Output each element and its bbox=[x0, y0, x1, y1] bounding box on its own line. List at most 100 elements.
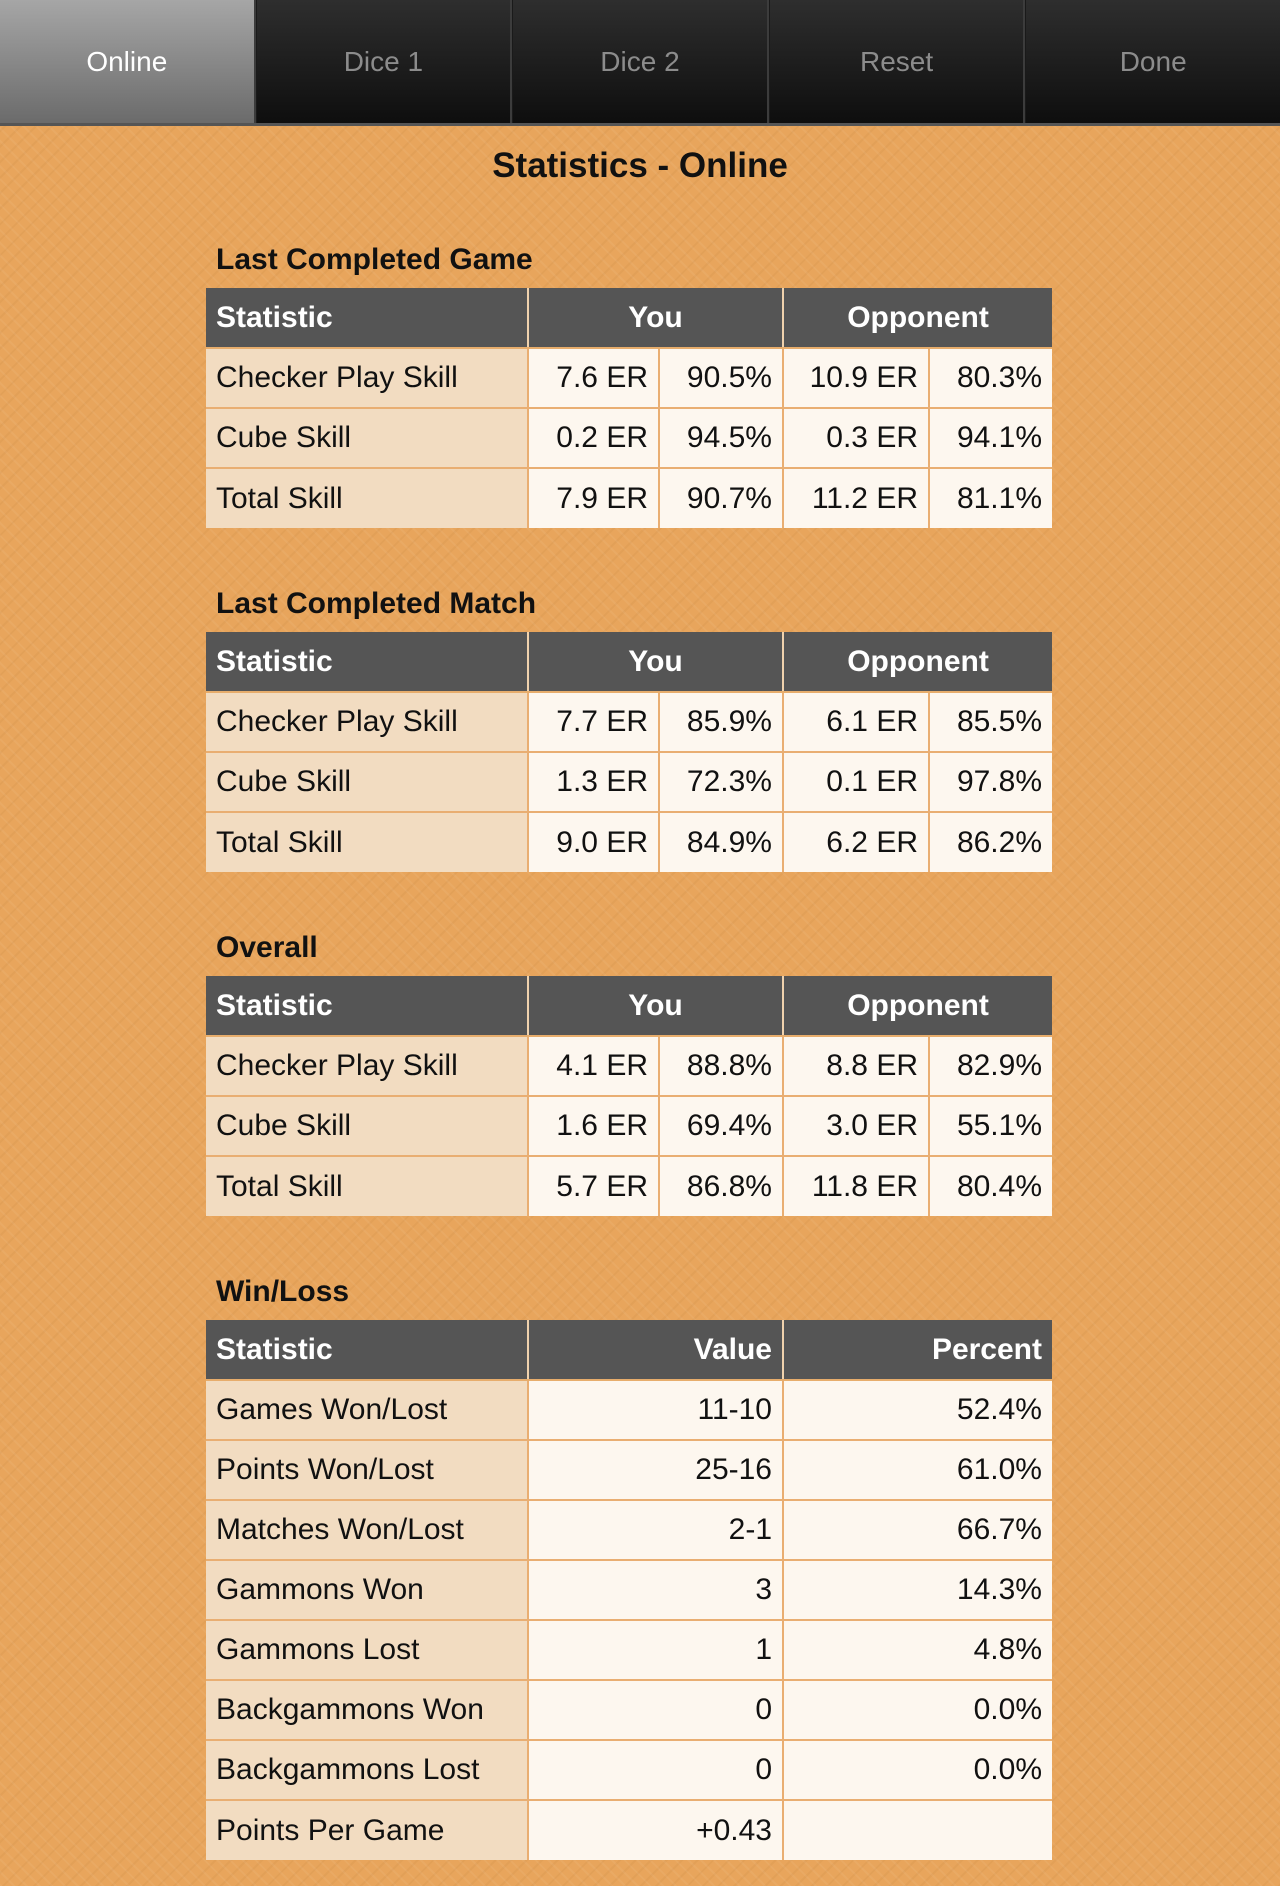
tab-done[interactable]: Done bbox=[1025, 0, 1280, 123]
row-value: 2-1 bbox=[527, 1499, 784, 1561]
table-row: Gammons Lost 1 4.8% bbox=[206, 1619, 1052, 1681]
row-label: Points Per Game bbox=[206, 1799, 529, 1860]
you-er: 5.7 ER bbox=[527, 1155, 660, 1216]
row-label: Checker Play Skill bbox=[206, 691, 529, 753]
table-row: Total Skill 7.9 ER 90.7% 11.2 ER 81.1% bbox=[206, 467, 1053, 528]
row-value: 0 bbox=[527, 1679, 784, 1741]
table-row: Gammons Won 3 14.3% bbox=[206, 1559, 1052, 1621]
you-pct: 94.5% bbox=[658, 407, 784, 469]
table-row: Cube Skill 0.2 ER 94.5% 0.3 ER 94.1% bbox=[206, 407, 1053, 469]
you-pct: 84.9% bbox=[658, 811, 784, 872]
row-percent: 66.7% bbox=[782, 1499, 1052, 1561]
header-statistic: Statistic bbox=[206, 1320, 528, 1381]
row-percent: 0.0% bbox=[782, 1679, 1052, 1741]
opp-pct: 97.8% bbox=[927, 751, 1053, 813]
table-row: Backgammons Lost 0 0.0% bbox=[206, 1739, 1052, 1801]
opp-er: 6.1 ER bbox=[782, 691, 930, 753]
opp-pct: 80.4% bbox=[927, 1155, 1053, 1216]
section-last-completed-game: Last Completed Game Statistic You Oppone… bbox=[206, 236, 1053, 528]
you-er: 1.3 ER bbox=[527, 751, 660, 813]
tab-reset[interactable]: Reset bbox=[768, 0, 1026, 123]
opp-pct: 86.2% bbox=[927, 811, 1053, 872]
row-percent: 14.3% bbox=[782, 1559, 1052, 1621]
you-pct: 90.5% bbox=[658, 347, 784, 409]
header-percent: Percent bbox=[782, 1320, 1052, 1381]
opp-pct: 82.9% bbox=[927, 1035, 1053, 1097]
you-er: 7.7 ER bbox=[527, 691, 660, 753]
opp-er: 11.2 ER bbox=[782, 467, 930, 528]
opp-er: 8.8 ER bbox=[782, 1035, 930, 1097]
tab-dice-1[interactable]: Dice 1 bbox=[255, 0, 513, 123]
opp-er: 0.3 ER bbox=[782, 407, 930, 469]
section-last-completed-match: Last Completed Match Statistic You Oppon… bbox=[206, 580, 1053, 872]
top-tab-bar: Online Dice 1 Dice 2 Reset Done bbox=[0, 0, 1280, 126]
row-label: Cube Skill bbox=[206, 1095, 529, 1157]
table-header-row: Statistic You Opponent bbox=[206, 632, 1053, 693]
row-label: Cube Skill bbox=[206, 407, 529, 469]
row-value: 25-16 bbox=[527, 1439, 784, 1501]
table-row: Cube Skill 1.6 ER 69.4% 3.0 ER 55.1% bbox=[206, 1095, 1053, 1157]
header-opponent: Opponent bbox=[781, 976, 1053, 1037]
header-you: You bbox=[527, 288, 783, 349]
row-percent: 52.4% bbox=[782, 1379, 1052, 1441]
tab-dice-2[interactable]: Dice 2 bbox=[512, 0, 769, 123]
header-statistic: Statistic bbox=[206, 632, 528, 693]
table-header-row: Statistic You Opponent bbox=[206, 976, 1053, 1037]
you-er: 7.6 ER bbox=[527, 347, 660, 409]
row-label: Backgammons Lost bbox=[206, 1739, 529, 1801]
header-you: You bbox=[527, 632, 783, 693]
you-pct: 85.9% bbox=[658, 691, 784, 753]
table-row: Checker Play Skill 7.6 ER 90.5% 10.9 ER … bbox=[206, 347, 1053, 409]
row-label: Matches Won/Lost bbox=[206, 1499, 529, 1561]
row-value: 3 bbox=[527, 1559, 784, 1621]
opp-er: 3.0 ER bbox=[782, 1095, 930, 1157]
table-row: Cube Skill 1.3 ER 72.3% 0.1 ER 97.8% bbox=[206, 751, 1053, 813]
row-value: 1 bbox=[527, 1619, 784, 1681]
row-label: Cube Skill bbox=[206, 751, 529, 813]
opp-er: 11.8 ER bbox=[782, 1155, 930, 1216]
table-header-row: Statistic You Opponent bbox=[206, 288, 1053, 349]
row-label: Checker Play Skill bbox=[206, 347, 529, 409]
you-pct: 69.4% bbox=[658, 1095, 784, 1157]
row-label: Gammons Lost bbox=[206, 1619, 529, 1681]
header-statistic: Statistic bbox=[206, 976, 528, 1037]
section-overall: Overall Statistic You Opponent Checker P… bbox=[206, 924, 1053, 1216]
you-er: 1.6 ER bbox=[527, 1095, 660, 1157]
row-label: Points Won/Lost bbox=[206, 1439, 529, 1501]
header-value: Value bbox=[527, 1320, 783, 1381]
table-row: Games Won/Lost 11-10 52.4% bbox=[206, 1379, 1052, 1441]
opp-er: 0.1 ER bbox=[782, 751, 930, 813]
you-er: 0.2 ER bbox=[527, 407, 660, 469]
section-win-loss: Win/Loss Statistic Value Percent Games W… bbox=[206, 1268, 1052, 1860]
header-opponent: Opponent bbox=[781, 632, 1053, 693]
section-title: Last Completed Game bbox=[216, 243, 533, 276]
opp-pct: 81.1% bbox=[927, 467, 1053, 528]
table-row: Total Skill 5.7 ER 86.8% 11.8 ER 80.4% bbox=[206, 1155, 1053, 1216]
opp-er: 10.9 ER bbox=[782, 347, 930, 409]
table-row: Total Skill 9.0 ER 84.9% 6.2 ER 86.2% bbox=[206, 811, 1053, 872]
tab-online[interactable]: Online bbox=[0, 0, 256, 123]
row-label: Total Skill bbox=[206, 467, 529, 528]
row-percent: 0.0% bbox=[782, 1739, 1052, 1801]
row-label: Games Won/Lost bbox=[206, 1379, 529, 1441]
header-statistic: Statistic bbox=[206, 288, 528, 349]
table-row: Points Won/Lost 25-16 61.0% bbox=[206, 1439, 1052, 1501]
section-title: Overall bbox=[216, 931, 318, 964]
you-pct: 86.8% bbox=[658, 1155, 784, 1216]
table-header-row: Statistic Value Percent bbox=[206, 1320, 1052, 1381]
row-percent: 61.0% bbox=[782, 1439, 1052, 1501]
skill-table: Statistic You Opponent Checker Play Skil… bbox=[206, 632, 1053, 872]
opp-er: 6.2 ER bbox=[782, 811, 930, 872]
you-er: 9.0 ER bbox=[527, 811, 660, 872]
page-title: Statistics - Online bbox=[492, 146, 788, 185]
you-pct: 72.3% bbox=[658, 751, 784, 813]
skill-table: Statistic You Opponent Checker Play Skil… bbox=[206, 976, 1053, 1216]
row-label: Checker Play Skill bbox=[206, 1035, 529, 1097]
row-percent bbox=[782, 1799, 1052, 1860]
row-label: Backgammons Won bbox=[206, 1679, 529, 1741]
section-title: Win/Loss bbox=[216, 1275, 350, 1308]
header-opponent: Opponent bbox=[781, 288, 1053, 349]
row-label: Gammons Won bbox=[206, 1559, 529, 1621]
row-percent: 4.8% bbox=[782, 1619, 1052, 1681]
opp-pct: 85.5% bbox=[927, 691, 1053, 753]
